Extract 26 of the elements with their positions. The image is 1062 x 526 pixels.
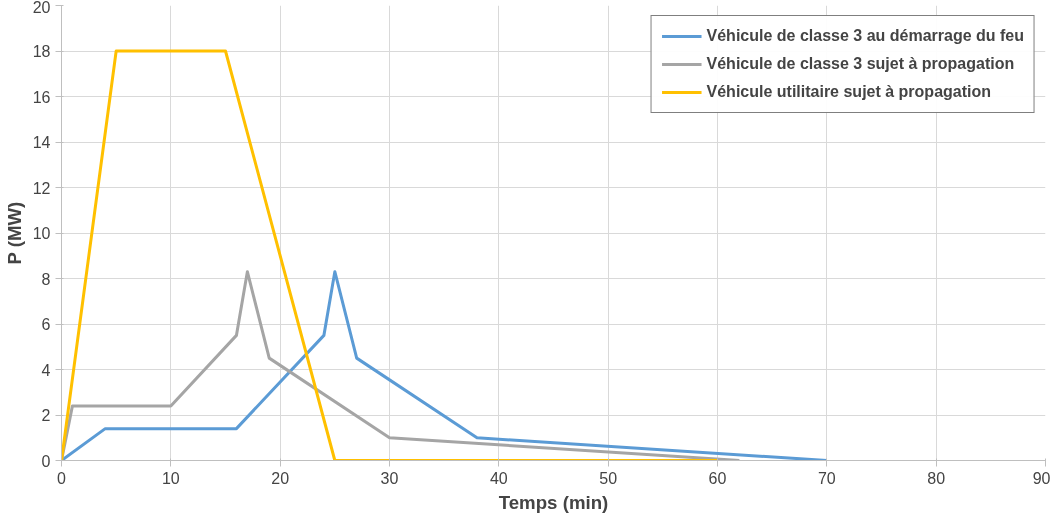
y-tick-label: 10 — [32, 225, 51, 242]
y-tick-label: 6 — [41, 316, 51, 333]
y-tick-label: 14 — [32, 134, 51, 151]
x-tick-label: 20 — [271, 469, 290, 487]
y-axis-title: P (MW) — [3, 201, 25, 265]
x-tick-label: 10 — [161, 469, 180, 487]
x-tick-label: 80 — [927, 469, 946, 487]
y-tick-label: 0 — [41, 452, 51, 470]
x-tick-label: 0 — [57, 469, 67, 487]
x-tick-label: 30 — [380, 469, 399, 487]
y-tick-label: 2 — [41, 407, 51, 424]
legend-label: Véhicule utilitaire sujet à propagation — [706, 83, 992, 101]
y-tick-label: 20 — [32, 0, 51, 16]
legend-label: Véhicule de classe 3 sujet à propagation — [706, 55, 1015, 73]
x-tick-label: 50 — [599, 469, 618, 487]
y-tick-label: 8 — [41, 270, 51, 288]
y-tick-label: 4 — [41, 361, 51, 379]
y-tick-label: 16 — [32, 88, 51, 106]
x-axis-title: Temps (min) — [498, 491, 609, 513]
legend-label: Véhicule de classe 3 au démarrage du feu — [706, 27, 1024, 45]
x-tick-label: 90 — [1032, 469, 1051, 487]
x-tick-label: 40 — [489, 469, 508, 487]
y-tick-label: 18 — [32, 43, 51, 60]
x-tick-label: 70 — [817, 469, 836, 487]
y-tick-label: 12 — [32, 179, 51, 197]
x-tick-label: 60 — [708, 469, 727, 487]
